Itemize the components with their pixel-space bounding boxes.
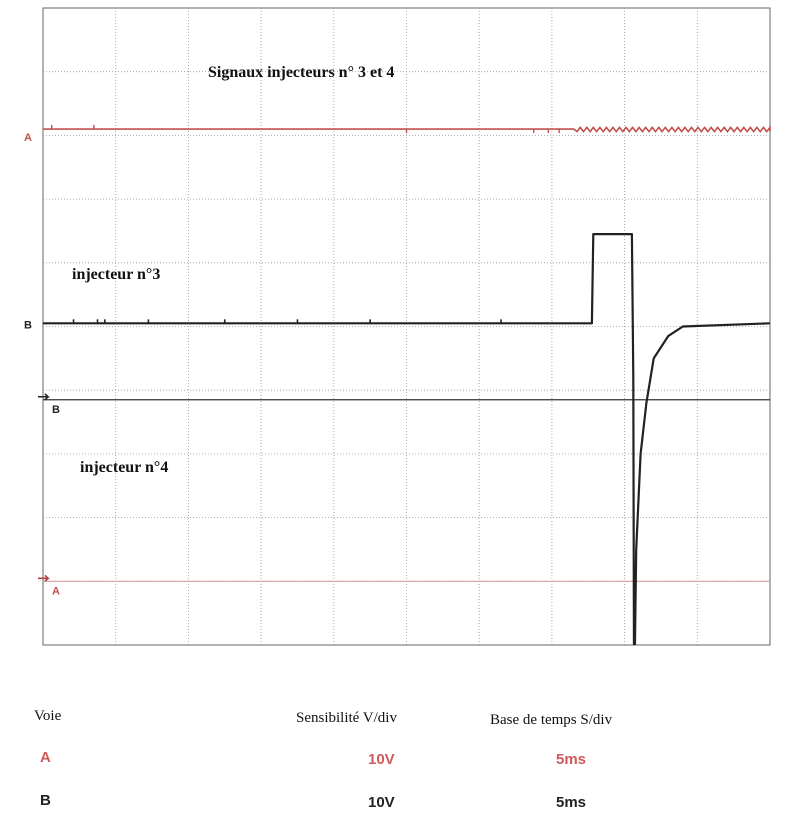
reference-lines	[43, 399, 770, 582]
row-a-voie: A	[40, 749, 51, 766]
series-label-injecteur-4: injecteur n°4	[80, 459, 169, 476]
channel-b-ref-label: B	[52, 404, 60, 416]
row-b-voie: B	[40, 792, 51, 809]
channel-a-ref-arrow	[38, 574, 50, 582]
row-b-sens: 10V	[368, 794, 395, 811]
series-label-injecteur-3: injecteur n°3	[72, 266, 161, 283]
voie-header: Voie	[34, 708, 62, 724]
timebase-header: Base de temps S/div	[490, 712, 613, 728]
channel-b-ref-arrow	[38, 393, 50, 401]
trace-injecteur-3	[43, 233, 770, 645]
channel-a-ref-label: A	[52, 585, 60, 597]
row-b-base: 5ms	[556, 794, 587, 811]
trace-injecteur-4	[43, 125, 771, 133]
oscilloscope-chart: B A B A	[24, 7, 771, 646]
channel-b-label: B	[24, 319, 32, 331]
sensitivity-header: Sensibilité V/div	[296, 710, 397, 726]
row-a-sens: 10V	[368, 751, 395, 768]
channel-markers: B A B A	[24, 132, 60, 597]
signal-traces	[43, 125, 771, 645]
grid-lines	[42, 7, 771, 646]
chart-title: Signaux injecteurs n° 3 et 4	[208, 64, 395, 81]
row-a-base: 5ms	[556, 751, 587, 768]
channel-a-label: A	[24, 132, 32, 144]
